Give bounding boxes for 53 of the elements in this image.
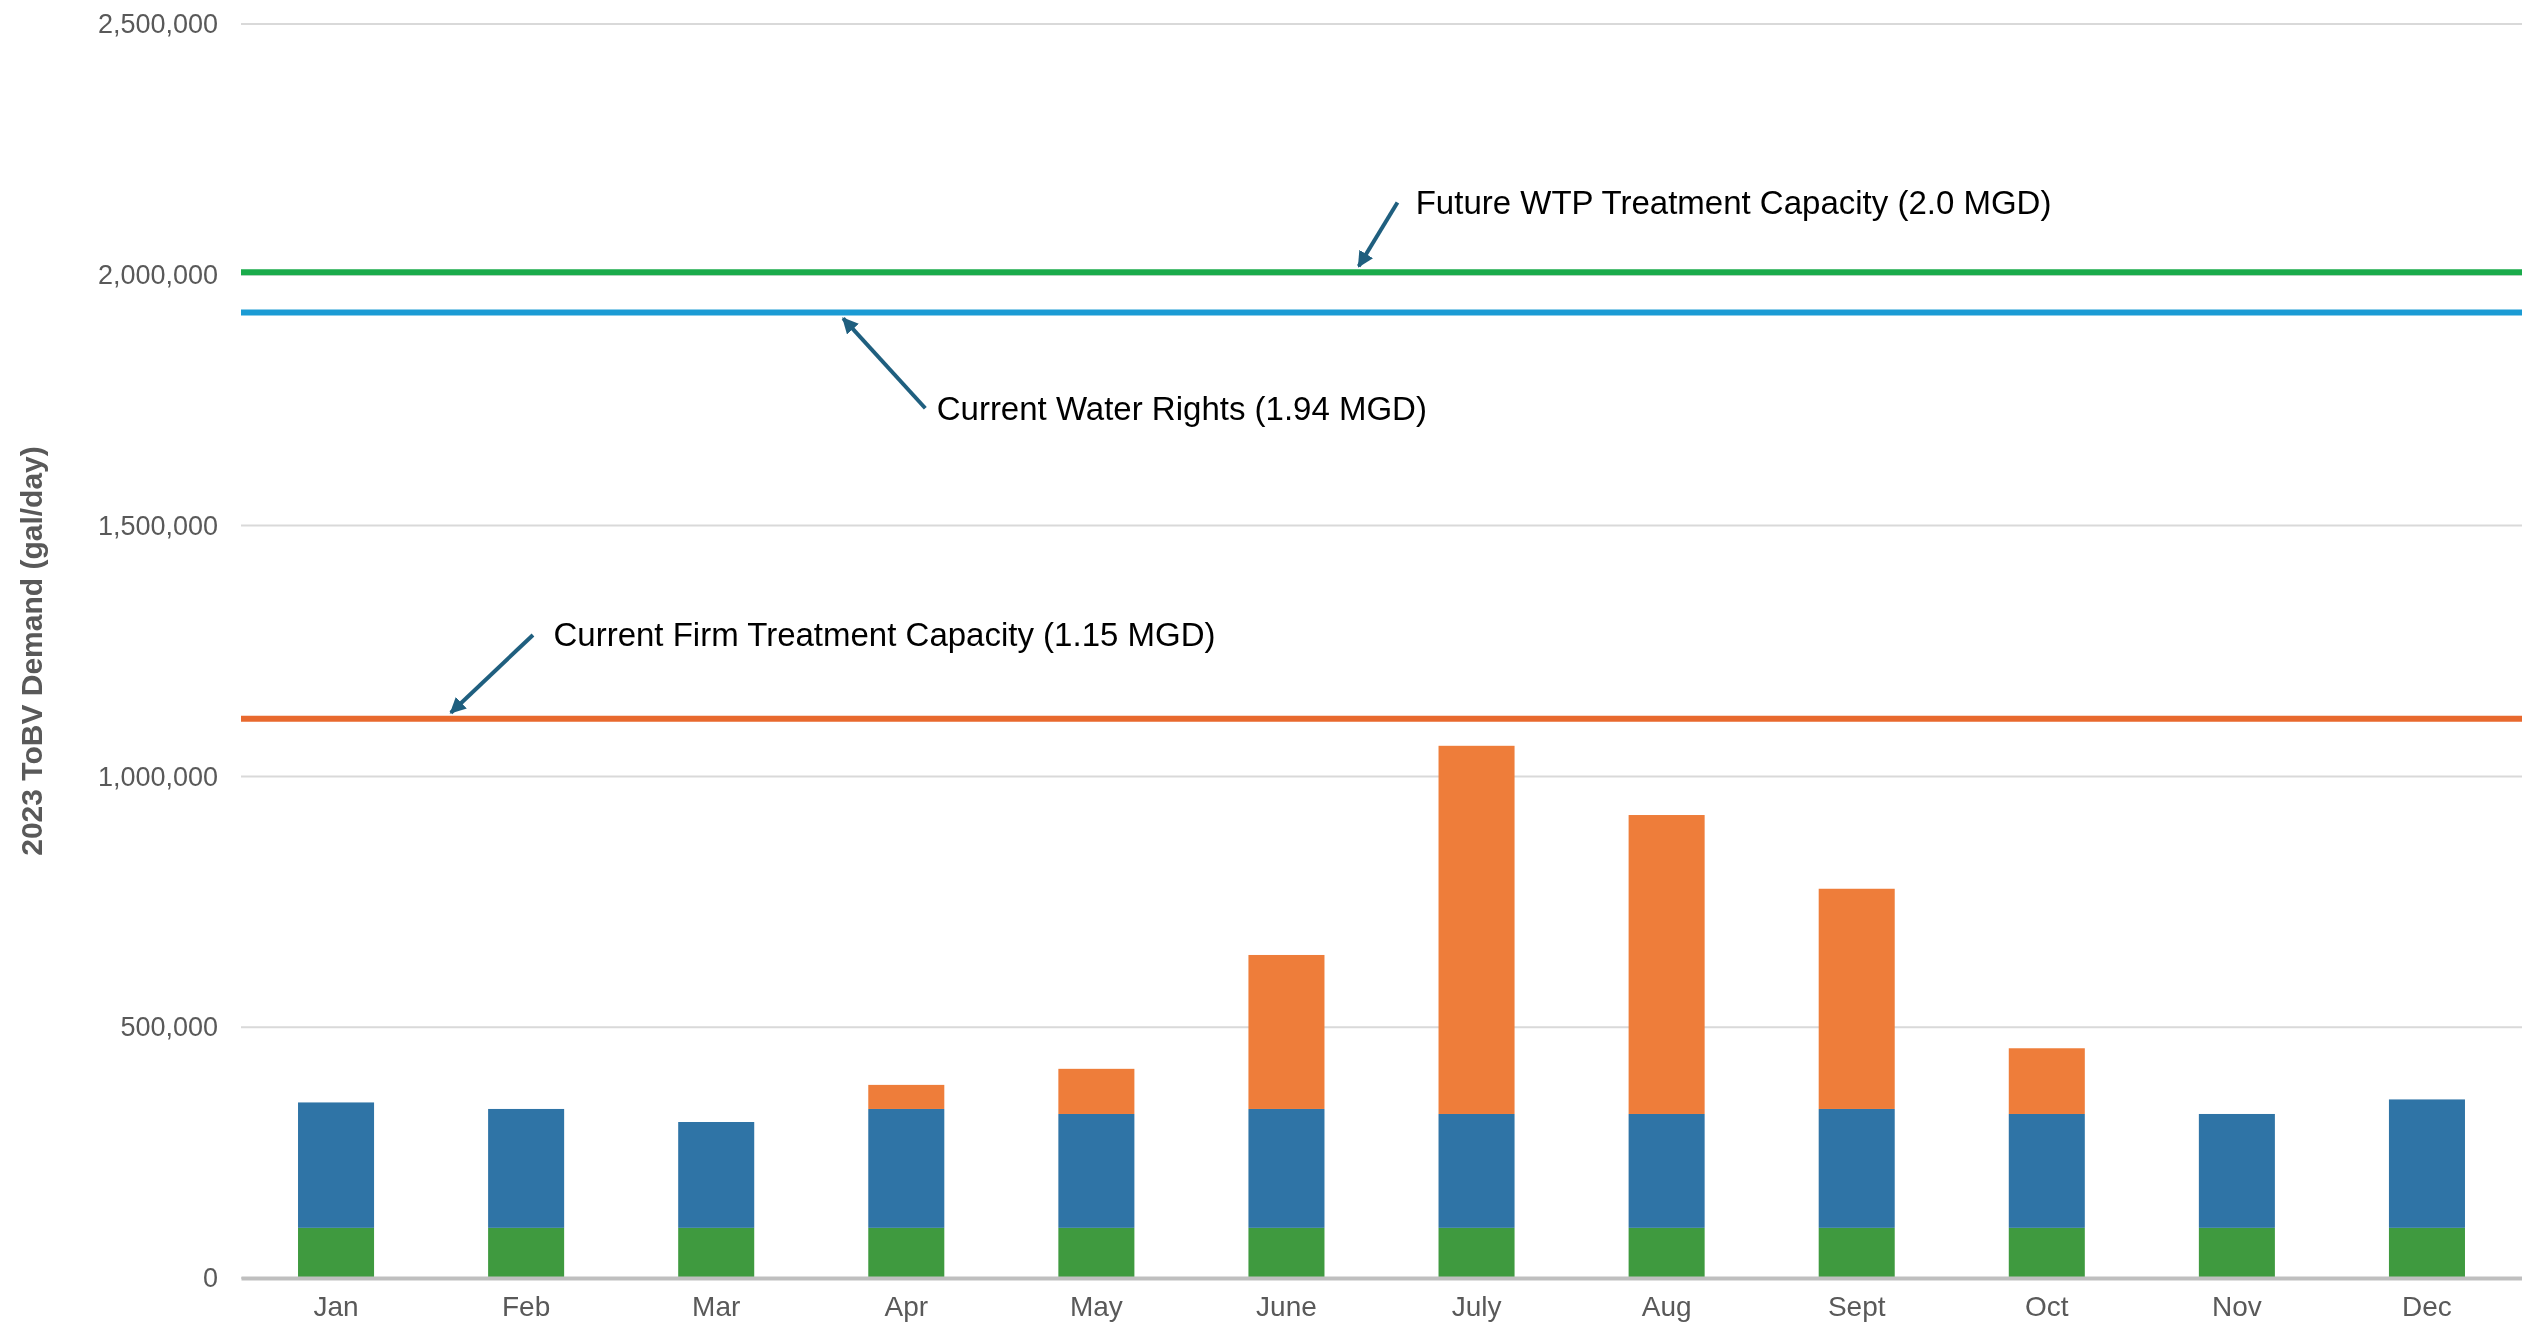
y-tick-label: 500,000 <box>120 1012 218 1043</box>
bar <box>2388 1227 2465 1278</box>
bar <box>1058 1068 1135 1114</box>
x-tick-label: Sept <box>1827 1290 1886 1322</box>
bar <box>298 1227 375 1278</box>
y-tick-label: 2,000,000 <box>97 259 218 290</box>
x-tick-label: Dec <box>2402 1290 2452 1322</box>
x-tick-label: Oct <box>2025 1290 2069 1322</box>
bar <box>1628 1113 1705 1228</box>
bar <box>1248 1227 1325 1278</box>
x-tick-label: Aug <box>1641 1290 1692 1322</box>
bar <box>1058 1227 1135 1278</box>
ref-line-label: Current Firm Treatment Capacity (1.15 MGD) <box>553 616 1216 654</box>
ref-line-label: Current Water Rights (1.94 MGD) <box>936 389 1427 427</box>
x-tick-label: Mar <box>692 1290 741 1322</box>
bar <box>2008 1113 2085 1228</box>
bar <box>1438 1227 1515 1278</box>
x-tick-label: Feb <box>502 1290 551 1322</box>
bar <box>1248 1108 1325 1228</box>
bar <box>2008 1227 2085 1278</box>
bar <box>1818 888 1895 1109</box>
bar <box>298 1102 375 1228</box>
y-tick-label: 1,000,000 <box>97 761 218 792</box>
ref-line-label: Future WTP Treatment Capacity (2.0 MGD) <box>1415 184 2052 222</box>
y-tick-label: 0 <box>202 1263 218 1294</box>
x-tick-label: Nov <box>2211 1290 2262 1322</box>
bar <box>1248 954 1325 1109</box>
bar <box>2198 1113 2275 1228</box>
bar <box>868 1084 945 1109</box>
bar <box>1818 1227 1895 1278</box>
y-tick-label: 2,500,000 <box>97 9 218 40</box>
bar <box>1438 1113 1515 1228</box>
bar <box>1628 815 1705 1114</box>
x-tick-label: Jan <box>313 1290 359 1322</box>
bar <box>678 1227 755 1278</box>
bar <box>868 1108 945 1228</box>
x-tick-label: May <box>1069 1290 1123 1322</box>
bar <box>2198 1227 2275 1278</box>
y-axis-title: 2023 ToBV Demand (gal/day) <box>15 446 48 856</box>
bar <box>2388 1099 2465 1228</box>
bar <box>1628 1227 1705 1278</box>
x-tick-label: Apr <box>884 1290 929 1322</box>
bar <box>678 1122 755 1228</box>
bar <box>2008 1048 2085 1114</box>
bar <box>1058 1113 1135 1228</box>
x-tick-label: July <box>1451 1290 1502 1322</box>
bar <box>488 1108 565 1228</box>
x-tick-label: June <box>1256 1290 1317 1322</box>
bar <box>488 1227 565 1278</box>
bar <box>868 1227 945 1278</box>
bar <box>1818 1108 1895 1228</box>
y-tick-label: 1,500,000 <box>97 510 218 541</box>
bar <box>1438 745 1515 1114</box>
